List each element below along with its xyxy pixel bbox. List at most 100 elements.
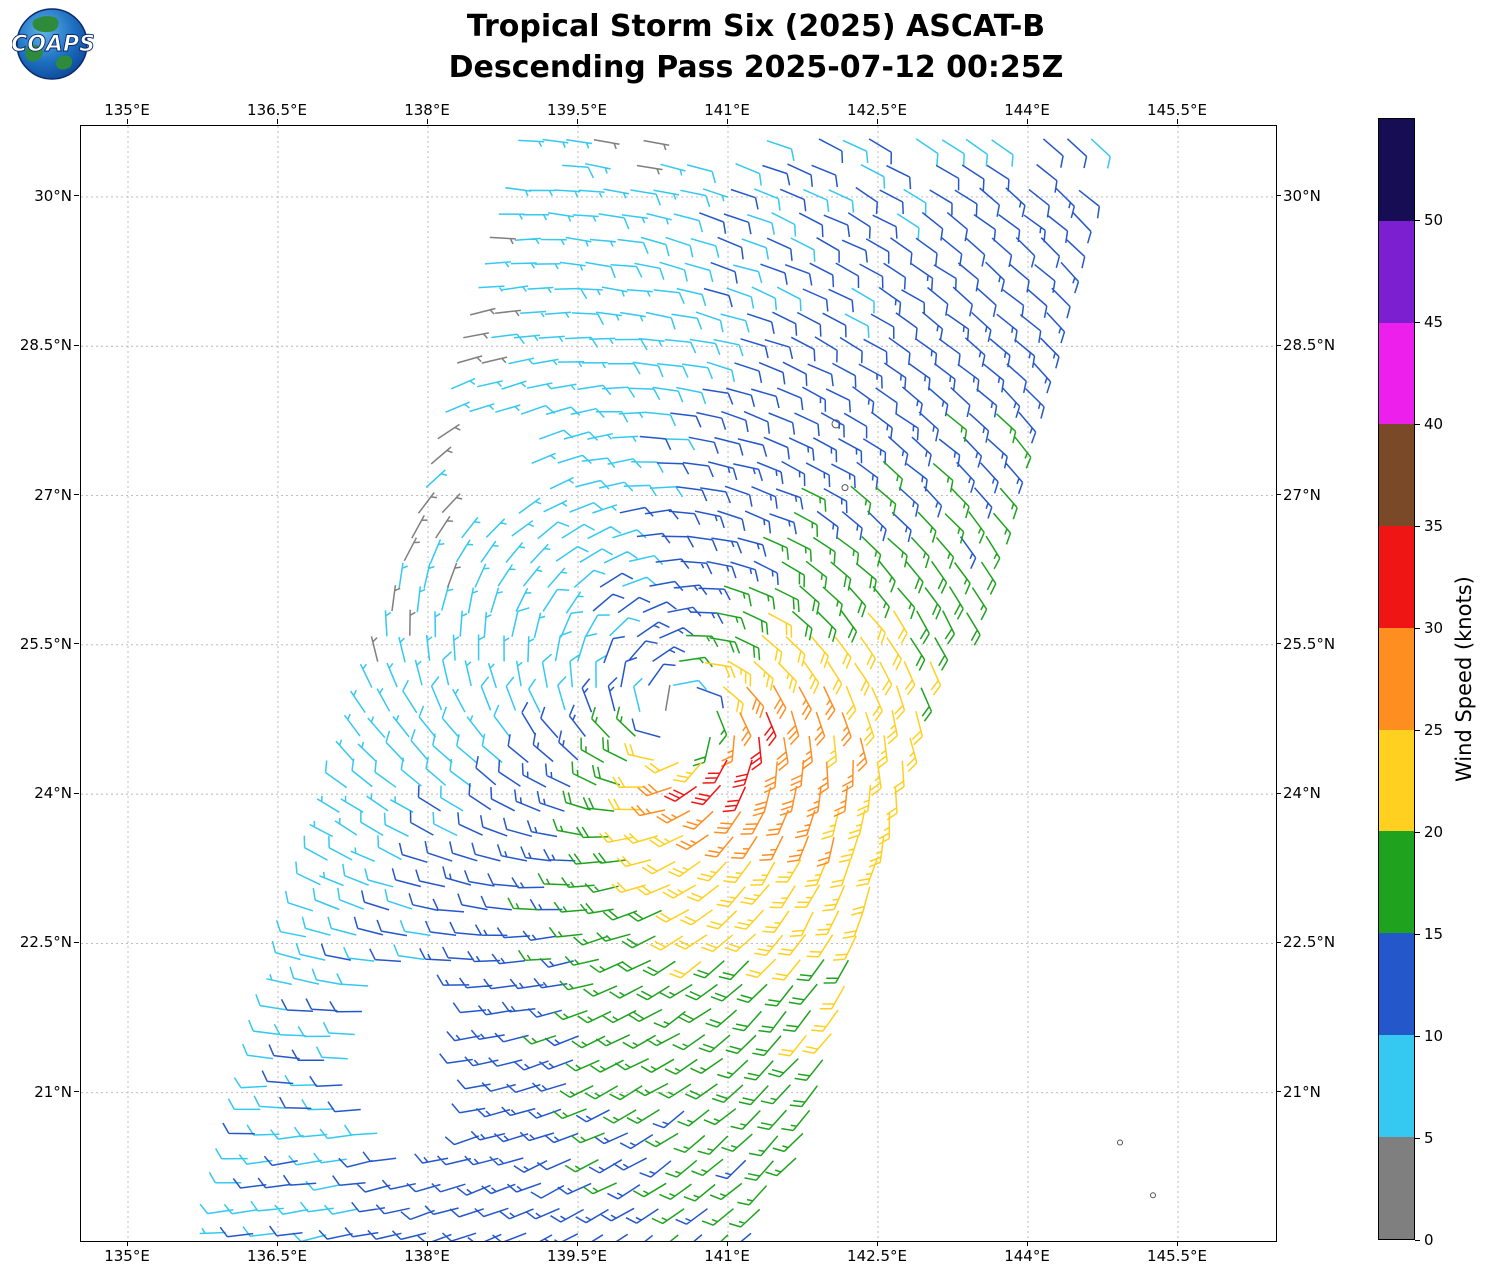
- lon-tick-mark: [726, 119, 728, 124]
- island-outline: [1117, 1139, 1123, 1146]
- lon-tick-mark: [426, 119, 428, 124]
- island-contours: [831, 419, 1156, 1199]
- lat-tick-mark: [1276, 195, 1281, 197]
- lon-tick-mark: [1176, 119, 1178, 124]
- lon-tick-mark: [1176, 1241, 1178, 1246]
- lat-tick-label-left: 22.5°N: [19, 933, 72, 952]
- lon-tick-mark: [426, 1241, 428, 1246]
- island-outline: [841, 484, 849, 492]
- lon-tick-mark: [726, 1241, 728, 1246]
- colorbar-segment-50-55: [1379, 119, 1414, 221]
- lat-tick-mark: [74, 643, 79, 645]
- lat-tick-label-left: 24°N: [34, 784, 72, 803]
- colorbar-tick-mark: [1415, 423, 1420, 425]
- wind-barbs: [219, 138, 1101, 1241]
- lon-tick-mark: [876, 119, 878, 124]
- figure-title: Tropical Storm Six (2025) ASCAT-B Descen…: [0, 6, 1512, 89]
- colorbar-tick-label: 30: [1424, 619, 1444, 637]
- colorbar-segment-15-20: [1379, 831, 1414, 934]
- lat-tick-label-right: 21°N: [1283, 1082, 1321, 1101]
- lat-tick-label-right: 22.5°N: [1283, 933, 1336, 952]
- colorbar-tick-mark: [1415, 1035, 1420, 1037]
- lat-tick-mark: [74, 941, 79, 943]
- lon-tick-label-top: 139.5°E: [547, 101, 607, 119]
- lon-tick-mark: [276, 119, 278, 124]
- lat-tick-mark: [1276, 494, 1281, 496]
- lat-tick-label-left: 25.5°N: [19, 634, 72, 653]
- wind-barbs: [663, 711, 777, 813]
- lon-tick-label-bottom: 135°E: [104, 1247, 150, 1265]
- colorbar-tick-mark: [1415, 1137, 1420, 1139]
- lon-tick-label-top: 142.5°E: [847, 101, 907, 119]
- wind-barb-map: [81, 126, 1276, 1241]
- lon-tick-label-bottom: 145.5°E: [1147, 1247, 1207, 1265]
- colorbar-tick-label: 5: [1424, 1129, 1434, 1147]
- colorbar-tick-label: 45: [1424, 313, 1444, 331]
- colorbar-tick-mark: [1415, 627, 1420, 629]
- colorbar-segment-10-15: [1379, 933, 1414, 1036]
- lat-tick-mark: [74, 344, 79, 346]
- lat-tick-label-right: 25.5°N: [1283, 634, 1336, 653]
- lon-tick-label-bottom: 139.5°E: [547, 1247, 607, 1265]
- lon-tick-mark: [1026, 119, 1028, 124]
- lon-tick-label-top: 141°E: [704, 101, 750, 119]
- lat-tick-mark: [74, 1091, 79, 1093]
- lat-tick-label-right: 28.5°N: [1283, 336, 1336, 355]
- lon-tick-label-top: 136.5°E: [247, 101, 307, 119]
- colorbar-tick-label: 10: [1424, 1027, 1444, 1045]
- coaps-globe-icon: COAPS: [11, 8, 95, 80]
- map-gridlines: [81, 126, 1276, 1241]
- colorbar-tick-mark: [1415, 729, 1420, 731]
- coaps-logo: COAPS: [11, 6, 95, 86]
- lat-tick-mark: [1276, 344, 1281, 346]
- colorbar-segment-0-5: [1379, 1136, 1414, 1239]
- colorbar-tick-mark: [1415, 321, 1420, 323]
- title-line-2: Descending Pass 2025-07-12 00:25Z: [448, 50, 1064, 86]
- colorbar-axis-label: Wind Speed (knots): [1452, 576, 1476, 782]
- colorbar-tick-label: 35: [1424, 517, 1444, 535]
- lon-tick-mark: [126, 1241, 128, 1246]
- lon-tick-mark: [1026, 1241, 1028, 1246]
- lat-tick-mark: [74, 195, 79, 197]
- lon-tick-mark: [576, 119, 578, 124]
- lat-tick-label-right: 27°N: [1283, 485, 1321, 504]
- colorbar-tick-label: 50: [1424, 211, 1444, 229]
- lat-tick-label-left: 27°N: [34, 485, 72, 504]
- lat-tick-label-left: 30°N: [34, 186, 72, 205]
- colorbar-tick-mark: [1415, 1239, 1420, 1241]
- lon-tick-label-top: 138°E: [404, 101, 450, 119]
- lat-tick-label-right: 24°N: [1283, 784, 1321, 803]
- lat-tick-label-left: 21°N: [34, 1082, 72, 1101]
- wind-barbs: [599, 610, 942, 1057]
- lon-tick-label-top: 144°E: [1004, 101, 1050, 119]
- title-line-1: Tropical Storm Six (2025) ASCAT-B: [466, 9, 1046, 44]
- colorbar-segment-25-30: [1379, 627, 1414, 730]
- lat-tick-label-right: 30°N: [1283, 186, 1321, 205]
- colorbar-segment-40-45: [1379, 322, 1414, 425]
- colorbar-tick-mark: [1415, 525, 1420, 527]
- coaps-logo-text: COAPS: [12, 32, 94, 57]
- lat-tick-mark: [74, 494, 79, 496]
- lon-tick-mark: [876, 1241, 878, 1246]
- lon-tick-label-bottom: 138°E: [404, 1247, 450, 1265]
- lon-tick-mark: [576, 1241, 578, 1246]
- wind-barbs: [507, 413, 1032, 1241]
- lat-tick-mark: [1276, 792, 1281, 794]
- colorbar-segment-30-35: [1379, 526, 1414, 628]
- wind-barbs: [630, 685, 868, 867]
- wind-barb-layer: [199, 138, 1112, 1241]
- lat-tick-mark: [74, 792, 79, 794]
- lon-tick-label-bottom: 141°E: [704, 1247, 750, 1265]
- lon-tick-label-bottom: 136.5°E: [247, 1247, 307, 1265]
- lat-tick-label-left: 28.5°N: [19, 336, 72, 355]
- colorbar-segment-45-50: [1379, 220, 1414, 323]
- colorbar-segment-20-25: [1379, 729, 1414, 832]
- wind-barbs: [370, 138, 671, 711]
- colorbar-tick-label: 0: [1424, 1231, 1434, 1249]
- colorbar-segment-35-40: [1379, 424, 1414, 527]
- lon-tick-mark: [276, 1241, 278, 1246]
- lon-tick-label-bottom: 144°E: [1004, 1247, 1050, 1265]
- lon-tick-label-top: 145.5°E: [1147, 101, 1207, 119]
- colorbar-tick-mark: [1415, 933, 1420, 935]
- lat-tick-mark: [1276, 1091, 1281, 1093]
